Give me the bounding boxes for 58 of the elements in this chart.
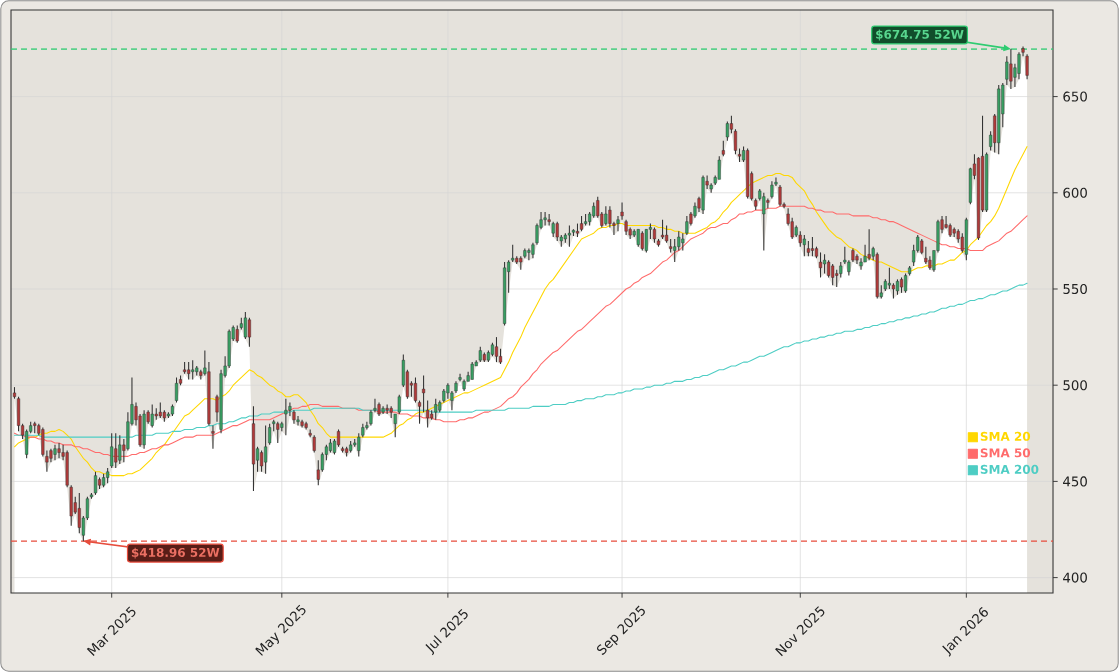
candlestick xyxy=(434,398,438,421)
candlestick xyxy=(264,425,268,475)
candlestick xyxy=(1025,53,1029,80)
y-tick-label: 450 xyxy=(1063,476,1087,487)
candlestick xyxy=(191,359,195,380)
candlestick xyxy=(243,311,247,340)
candlestick xyxy=(247,317,251,348)
candlestick xyxy=(422,375,426,413)
candlestick xyxy=(831,263,835,286)
candlestick xyxy=(53,444,57,461)
candlestick xyxy=(494,336,499,363)
annotation: $674.75 52W xyxy=(876,29,964,41)
legend-label: SMA 50 xyxy=(980,448,1031,458)
candlestick xyxy=(640,230,644,252)
candlestick xyxy=(818,251,823,278)
y-tick-label: 650 xyxy=(1063,91,1087,102)
candlestick xyxy=(867,228,871,261)
candlestick xyxy=(284,398,288,436)
candlestick xyxy=(567,224,571,248)
candlestick xyxy=(555,221,559,242)
annotation: $418.96 52W xyxy=(131,547,220,559)
candlestick xyxy=(661,219,665,240)
candlestick xyxy=(150,403,154,429)
candlestick xyxy=(93,471,98,496)
candlestick xyxy=(426,400,430,429)
candlestick xyxy=(859,257,863,271)
candlestick xyxy=(527,248,531,261)
candlestick xyxy=(802,234,806,257)
candlestick xyxy=(118,434,122,465)
candlestick xyxy=(725,121,729,142)
legend-label: SMA 20 xyxy=(980,431,1031,441)
candlestick xyxy=(543,211,547,227)
candlestick xyxy=(823,253,827,275)
candlestick xyxy=(685,215,689,236)
candlestick xyxy=(778,184,782,207)
y-tick-label: 550 xyxy=(1063,283,1087,295)
candlestick xyxy=(677,230,681,252)
candlestick xyxy=(604,205,608,227)
candlestick xyxy=(810,236,814,257)
y-tick-label: 600 xyxy=(1063,187,1087,198)
candlestick xyxy=(211,425,215,450)
candlestick xyxy=(644,228,648,253)
candlestick xyxy=(114,432,118,469)
candlestick xyxy=(762,192,766,252)
candlestick xyxy=(887,267,891,290)
candlestick xyxy=(57,442,61,459)
candlestick xyxy=(276,421,280,444)
candlestick xyxy=(385,403,389,415)
candlestick xyxy=(1009,48,1013,90)
candlestick xyxy=(413,376,418,404)
candlestick xyxy=(110,432,114,469)
candlestick xyxy=(397,394,401,415)
y-tick-label: 500 xyxy=(1063,380,1087,391)
candlestick xyxy=(174,376,179,404)
legend-label: SMA 200 xyxy=(980,464,1039,474)
candlestick xyxy=(268,423,272,446)
y-tick-label: 400 xyxy=(1063,572,1087,583)
candlestick xyxy=(77,492,81,534)
